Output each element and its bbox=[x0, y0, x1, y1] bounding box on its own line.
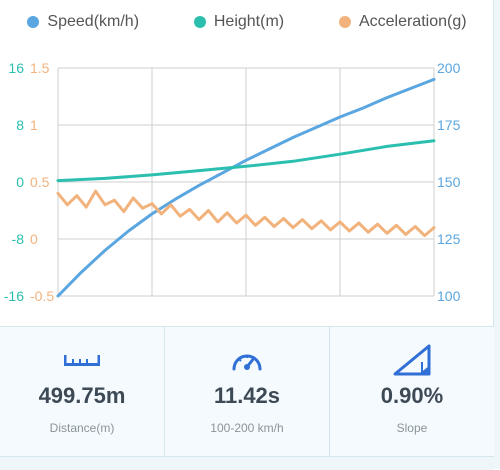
legend-label-acceleration: Acceleration(g) bbox=[358, 13, 467, 30]
tick-label-acceleration: 0 bbox=[30, 231, 38, 247]
height-line bbox=[56, 139, 436, 183]
tick-label-acceleration: 1 bbox=[30, 117, 38, 133]
legend-label-height: Height(m) bbox=[213, 13, 285, 30]
slope-icon bbox=[392, 344, 432, 376]
tick-label-height: -8 bbox=[12, 231, 25, 247]
tick-label-speed: 200 bbox=[437, 60, 461, 76]
window-frame-right bbox=[493, 0, 500, 469]
tick-label-height: 8 bbox=[16, 117, 24, 133]
tick-label-speed: 175 bbox=[437, 117, 461, 133]
tick-label-acceleration: 1.5 bbox=[30, 60, 50, 76]
legend-item-speed[interactable]: Speed(km/h) bbox=[27, 13, 139, 31]
acceleration-line bbox=[56, 189, 436, 238]
legend-label-speed: Speed(km/h) bbox=[47, 13, 140, 30]
legend-item-height[interactable]: Height(m) bbox=[193, 13, 285, 31]
time-value: 11.42s bbox=[213, 383, 281, 408]
stat-distance: 499.75m Distance(m) bbox=[0, 327, 165, 457]
tick-label-speed: 100 bbox=[437, 288, 461, 304]
tick-label-height: 16 bbox=[8, 60, 24, 76]
legend-dot-height bbox=[193, 16, 206, 28]
tick-label-acceleration: -0.5 bbox=[30, 288, 54, 304]
ruler-icon bbox=[62, 345, 102, 375]
legend-item-acceleration[interactable]: Acceleration(g) bbox=[338, 13, 467, 31]
tick-label-acceleration: 0.5 bbox=[30, 174, 50, 190]
tick-label-speed: 125 bbox=[437, 231, 461, 247]
speed-line bbox=[56, 77, 436, 298]
distance-value: 499.75m bbox=[38, 383, 126, 408]
tick-label-height: 0 bbox=[16, 174, 24, 190]
stat-slope: 0.90% Slope bbox=[330, 327, 494, 457]
bottom-bar bbox=[0, 456, 494, 470]
legend-dot-speed bbox=[27, 16, 40, 28]
slope-value: 0.90% bbox=[380, 383, 444, 408]
tick-label-height: -16 bbox=[4, 288, 24, 304]
chart-legend: Speed(km/h) Height(m) Acceleration(g) bbox=[0, 8, 494, 36]
time-label: 100-200 km/h bbox=[210, 421, 284, 435]
distance-label: Distance(m) bbox=[49, 421, 115, 435]
stat-time: 11.42s 100-200 km/h bbox=[165, 327, 330, 457]
speedometer-icon bbox=[230, 345, 264, 375]
line-chart: 16 8 0 -8 -16 1.5 1 0.5 0 -0.5 200 175 150 125 100 bbox=[4, 60, 461, 304]
slope-label: Slope bbox=[396, 421, 428, 435]
stats-panel: 499.75m Distance(m) 11.42s 100-200 km/h … bbox=[0, 326, 494, 457]
legend-dot-acceleration bbox=[338, 16, 351, 28]
tick-label-speed: 150 bbox=[437, 174, 461, 190]
